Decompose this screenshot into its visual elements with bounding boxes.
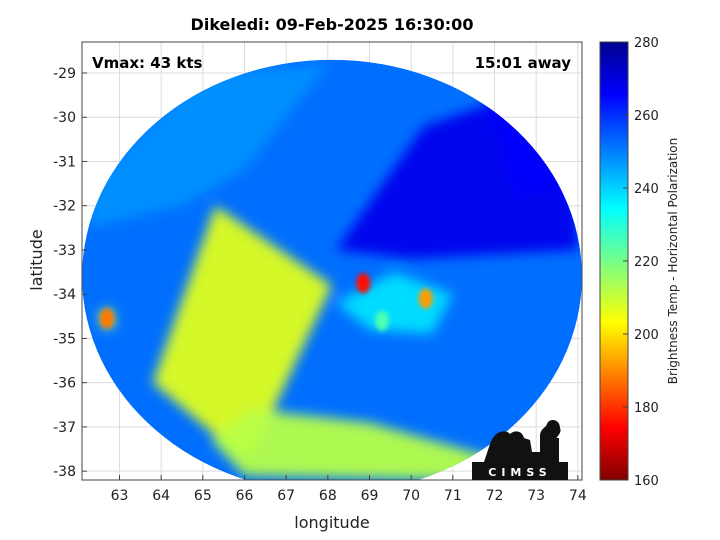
y-tick-label: -31 bbox=[53, 154, 76, 170]
x-tick-label: 74 bbox=[569, 488, 587, 504]
y-tick-label: -36 bbox=[53, 376, 76, 392]
region-northwest-blue bbox=[90, 64, 328, 228]
region-warm-swath-gap bbox=[152, 205, 332, 454]
colorbar-tick-label: 180 bbox=[634, 401, 659, 416]
hotspot-0 bbox=[100, 308, 114, 329]
colorbar-label: Brightness Temp - Horizontal Polarizatio… bbox=[666, 138, 680, 385]
chart-title: Dikeledi: 09-Feb-2025 16:30:00 bbox=[191, 15, 474, 34]
colorbar-tick-label: 160 bbox=[634, 474, 659, 489]
x-tick-label: 65 bbox=[194, 488, 212, 504]
y-axis: -29 -30 -31 -32 -33 -34 -35 -36 -37 -38 bbox=[53, 66, 87, 480]
colorbar-ticks: 160 180 200 220 240 260 280 bbox=[623, 36, 659, 489]
plot-frame bbox=[81, 41, 583, 481]
x-tick-label: 73 bbox=[527, 488, 545, 504]
y-axis-label: latitude bbox=[27, 229, 46, 290]
x-tick-label: 63 bbox=[111, 488, 129, 504]
x-axis: 63 64 65 66 67 68 69 70 71 72 73 74 bbox=[111, 475, 587, 504]
y-tick-label: -32 bbox=[53, 199, 76, 215]
y-tick-label: -38 bbox=[53, 464, 76, 480]
logo-tower-tank-icon bbox=[545, 422, 559, 440]
y-tick-label: -33 bbox=[53, 243, 76, 259]
y-tick-label: -29 bbox=[53, 66, 76, 82]
x-axis-label: longitude bbox=[294, 513, 369, 532]
x-tick-label: 69 bbox=[361, 488, 379, 504]
hotspot-2 bbox=[418, 288, 433, 309]
region-south-warm-band bbox=[211, 409, 495, 480]
colorbar-tick-label: 260 bbox=[634, 109, 659, 124]
cimss-logo: CIMSS bbox=[472, 420, 568, 480]
time-away-annotation: 15:01 away bbox=[475, 54, 572, 72]
x-tick-label: 66 bbox=[236, 488, 254, 504]
x-tick-label: 71 bbox=[444, 488, 462, 504]
logo-text: CIMSS bbox=[488, 466, 551, 479]
colorbar-tick-label: 240 bbox=[634, 182, 659, 197]
hotspot-1 bbox=[356, 273, 371, 294]
vmax-annotation: Vmax: 43 kts bbox=[92, 54, 202, 72]
x-tick-label: 67 bbox=[277, 488, 295, 504]
colorbar-tick-label: 280 bbox=[634, 36, 659, 51]
x-tick-label: 68 bbox=[319, 488, 337, 504]
y-tick-label: -30 bbox=[53, 110, 76, 126]
hotspot-3 bbox=[375, 310, 389, 331]
x-tick-label: 72 bbox=[486, 488, 504, 504]
y-tick-label: -35 bbox=[53, 331, 76, 347]
brightness-temp-swath bbox=[82, 59, 582, 480]
x-tick-label: 70 bbox=[402, 488, 420, 504]
y-tick-label: -34 bbox=[53, 287, 76, 303]
x-tick-label: 64 bbox=[152, 488, 170, 504]
colorbar-tick-label: 220 bbox=[634, 255, 659, 270]
colorbar-tick-label: 200 bbox=[634, 328, 659, 343]
y-tick-label: -37 bbox=[53, 420, 76, 436]
